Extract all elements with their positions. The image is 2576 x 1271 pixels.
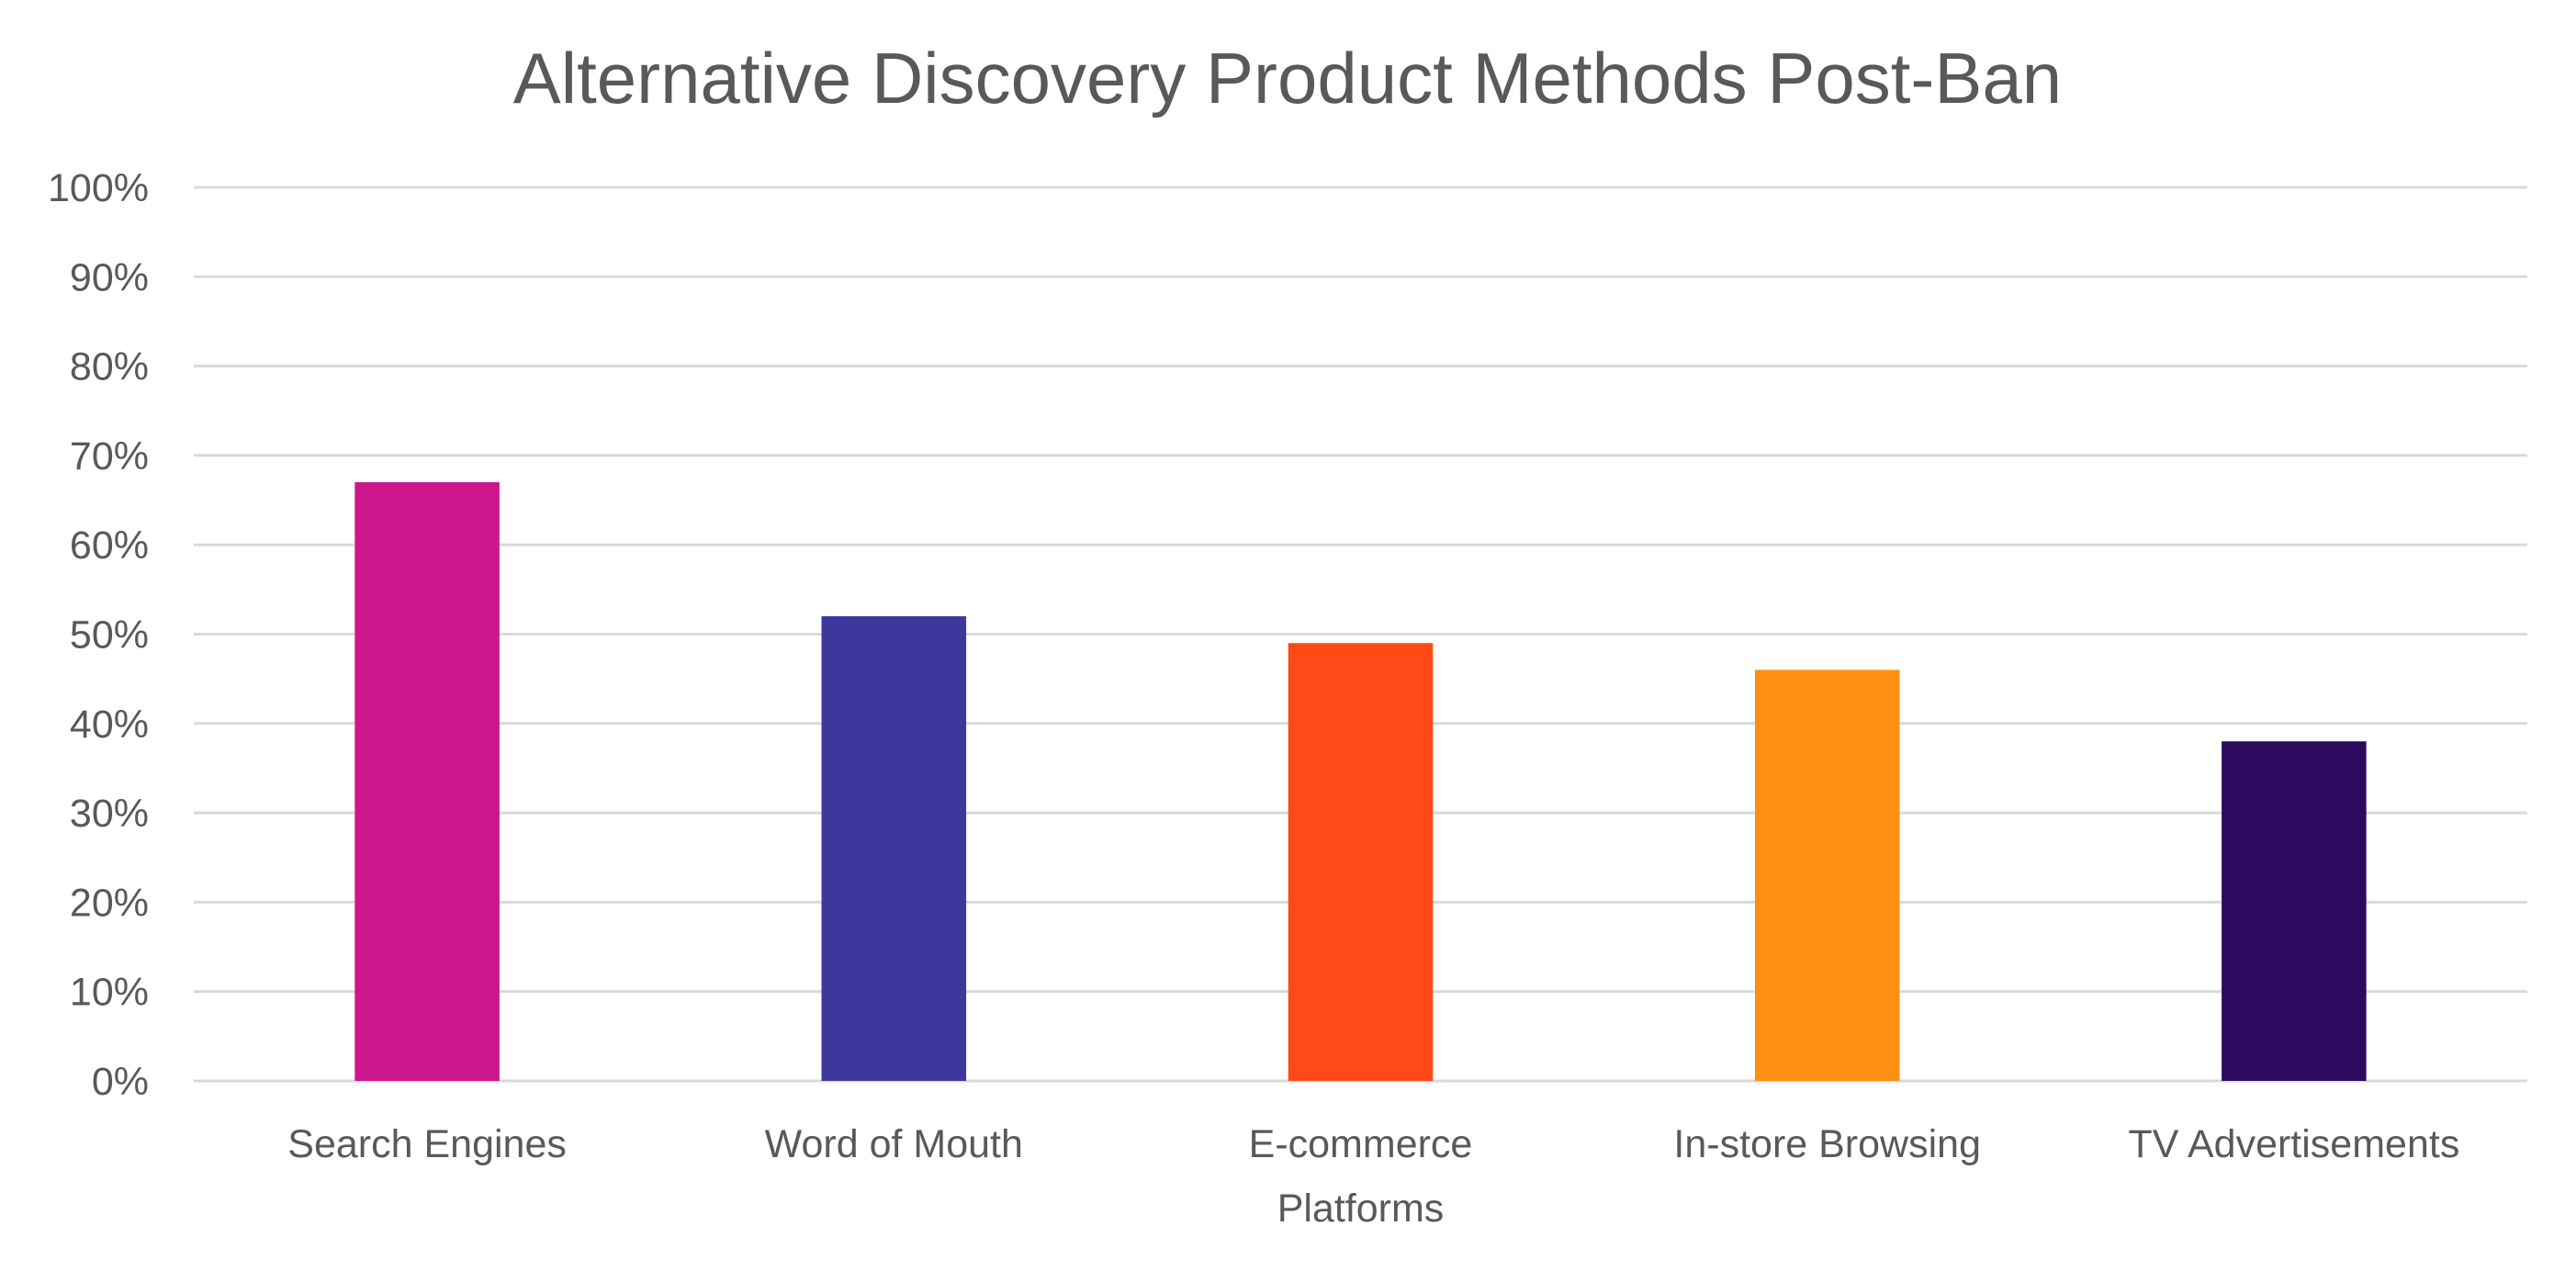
- bar: [2222, 741, 2367, 1081]
- bar: [821, 616, 967, 1081]
- y-tick-label: 20%: [70, 881, 149, 925]
- y-tick-label: 100%: [48, 166, 149, 210]
- y-tick-label: 40%: [70, 703, 149, 747]
- chart-title: Alternative Discovery Product Methods Po…: [513, 38, 2062, 118]
- y-tick-label: 90%: [70, 255, 149, 299]
- y-tick-label: 10%: [70, 971, 149, 1015]
- x-tick-label: E-commerce Platforms: [1249, 1122, 1473, 1231]
- y-tick-label: 50%: [70, 613, 149, 658]
- x-tick-label: TV Advertisements: [2128, 1122, 2459, 1166]
- y-tick-label: 0%: [92, 1060, 149, 1104]
- x-tick-label: In-store Browsing: [1673, 1122, 1981, 1166]
- bar: [1288, 643, 1434, 1081]
- y-tick-label: 60%: [70, 523, 149, 568]
- bar: [354, 482, 500, 1081]
- y-tick-label: 80%: [70, 345, 149, 389]
- x-axis-labels: Search Engines Word of Mouth E-commerce Pla…: [287, 1122, 2459, 1231]
- y-tick-label: 70%: [70, 434, 149, 478]
- y-axis-ticks: 0% 10% 20% 30% 40% 50% 60% 70% 80% 90% 100%: [48, 166, 149, 1104]
- x-tick-label: Word of Mouth: [765, 1122, 1023, 1166]
- y-tick-label: 30%: [70, 792, 149, 836]
- bars: [354, 482, 2367, 1081]
- x-tick-label: Search Engines: [287, 1122, 567, 1166]
- bar: [1754, 669, 1900, 1081]
